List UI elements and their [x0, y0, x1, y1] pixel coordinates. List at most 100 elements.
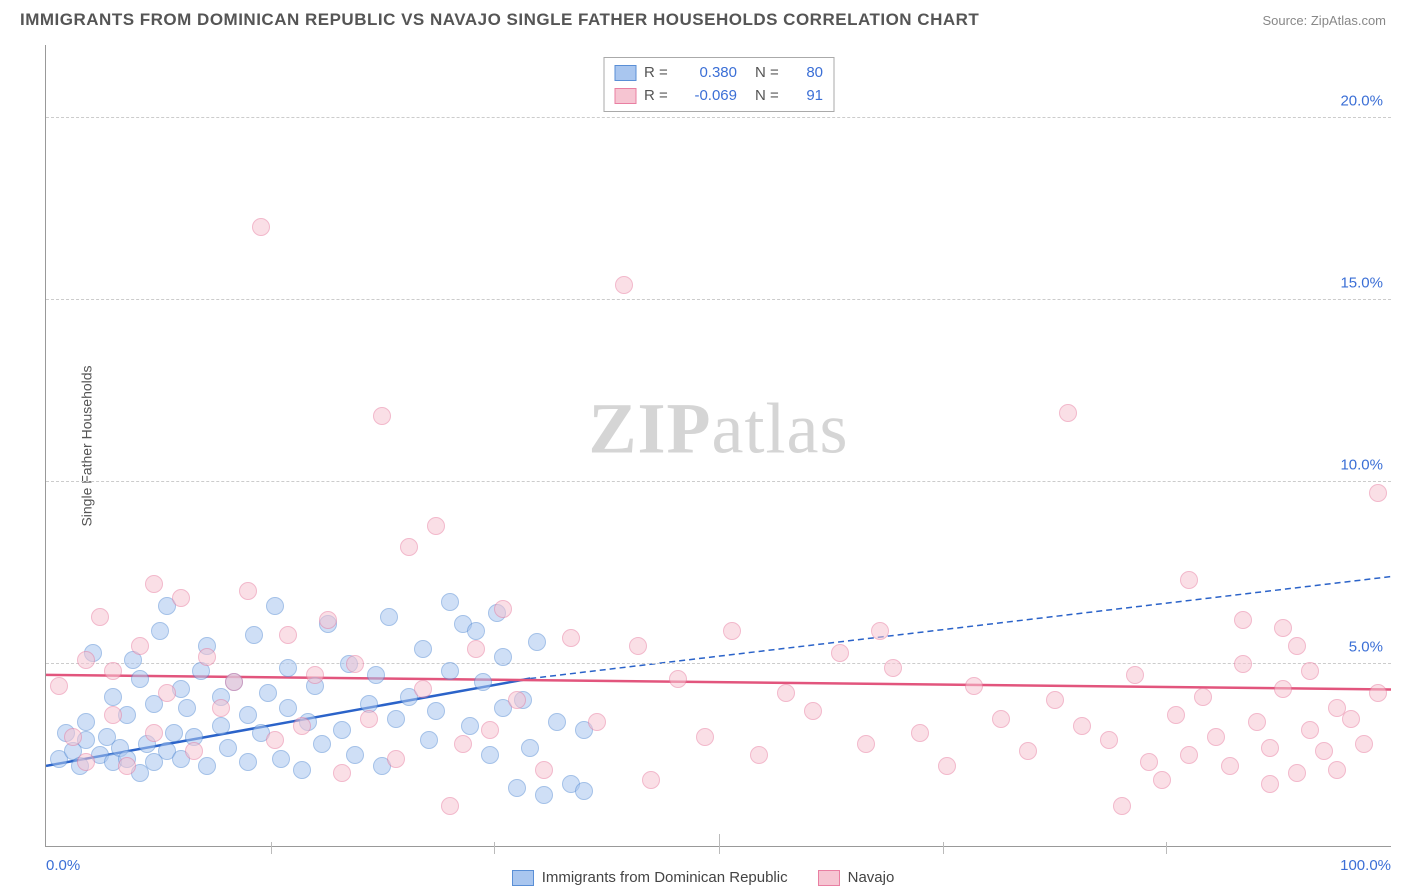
- data-point: [871, 622, 889, 640]
- data-point: [454, 735, 472, 753]
- data-point: [615, 276, 633, 294]
- data-point: [239, 753, 257, 771]
- data-point: [1261, 739, 1279, 757]
- data-point: [259, 684, 277, 702]
- data-point: [212, 717, 230, 735]
- data-point: [333, 721, 351, 739]
- chart-area: ZIPatlas R =0.380N =80R =-0.069N =91 5.0…: [45, 45, 1391, 847]
- data-point: [1369, 484, 1387, 502]
- data-point: [279, 699, 297, 717]
- x-tick-minor: [1166, 842, 1167, 854]
- data-point: [178, 699, 196, 717]
- data-point: [467, 640, 485, 658]
- data-point: [104, 688, 122, 706]
- data-point: [1274, 680, 1292, 698]
- data-point: [245, 626, 263, 644]
- data-point: [1073, 717, 1091, 735]
- data-point: [225, 673, 243, 691]
- data-point: [1046, 691, 1064, 709]
- data-point: [441, 797, 459, 815]
- data-point: [198, 648, 216, 666]
- data-point: [151, 622, 169, 640]
- stats-row: R =-0.069N =91: [614, 85, 823, 108]
- data-point: [165, 724, 183, 742]
- data-point: [77, 713, 95, 731]
- data-point: [367, 666, 385, 684]
- data-point: [629, 637, 647, 655]
- legend-label: Immigrants from Dominican Republic: [542, 869, 788, 886]
- y-tick-label: 5.0%: [1349, 638, 1383, 655]
- data-point: [1342, 710, 1360, 728]
- data-point: [508, 779, 526, 797]
- data-point: [319, 611, 337, 629]
- data-point: [1369, 684, 1387, 702]
- x-tick-major: [719, 834, 720, 854]
- data-point: [1248, 713, 1266, 731]
- data-point: [528, 633, 546, 651]
- data-point: [804, 702, 822, 720]
- data-point: [1221, 757, 1239, 775]
- data-point: [494, 600, 512, 618]
- data-point: [145, 724, 163, 742]
- data-point: [131, 670, 149, 688]
- data-point: [104, 706, 122, 724]
- data-point: [1301, 721, 1319, 739]
- data-point: [1153, 771, 1171, 789]
- data-point: [1100, 731, 1118, 749]
- data-point: [266, 597, 284, 615]
- data-point: [562, 629, 580, 647]
- data-point: [373, 407, 391, 425]
- data-point: [50, 677, 68, 695]
- data-point: [414, 680, 432, 698]
- gridline-h: [46, 481, 1391, 482]
- x-tick-minor: [271, 842, 272, 854]
- stat-label-r: R =: [644, 85, 674, 108]
- stat-label-r: R =: [644, 62, 674, 85]
- data-point: [172, 589, 190, 607]
- x-tick-minor: [494, 842, 495, 854]
- data-point: [1194, 688, 1212, 706]
- data-point: [185, 742, 203, 760]
- data-point: [441, 662, 459, 680]
- legend-item: Immigrants from Dominican Republic: [512, 869, 788, 886]
- data-point: [1140, 753, 1158, 771]
- data-point: [279, 626, 297, 644]
- chart-title: IMMIGRANTS FROM DOMINICAN REPUBLIC VS NA…: [20, 10, 979, 30]
- data-point: [360, 710, 378, 728]
- stat-value-n: 91: [793, 85, 823, 108]
- gridline-h: [46, 663, 1391, 664]
- data-point: [118, 757, 136, 775]
- y-tick-label: 10.0%: [1340, 456, 1383, 473]
- data-point: [64, 728, 82, 746]
- data-point: [938, 757, 956, 775]
- data-point: [219, 739, 237, 757]
- data-point: [387, 710, 405, 728]
- data-point: [911, 724, 929, 742]
- data-point: [494, 648, 512, 666]
- data-point: [467, 622, 485, 640]
- data-point: [1288, 637, 1306, 655]
- source-label: Source: ZipAtlas.com: [1262, 13, 1386, 28]
- data-point: [1315, 742, 1333, 760]
- data-point: [508, 691, 526, 709]
- data-point: [696, 728, 714, 746]
- x-tick-minor: [943, 842, 944, 854]
- legend-swatch: [512, 870, 534, 886]
- data-point: [400, 538, 418, 556]
- data-point: [346, 746, 364, 764]
- data-point: [669, 670, 687, 688]
- legend-swatch: [614, 65, 636, 81]
- data-point: [1328, 761, 1346, 779]
- data-point: [1261, 775, 1279, 793]
- data-point: [266, 731, 284, 749]
- plot-area: ZIPatlas R =0.380N =80R =-0.069N =91 5.0…: [45, 45, 1391, 847]
- data-point: [272, 750, 290, 768]
- data-point: [414, 640, 432, 658]
- data-point: [380, 608, 398, 626]
- y-tick-label: 15.0%: [1340, 274, 1383, 291]
- gridline-h: [46, 299, 1391, 300]
- data-point: [1059, 404, 1077, 422]
- stat-value-r: 0.380: [682, 62, 737, 85]
- data-point: [461, 717, 479, 735]
- legend-label: Navajo: [848, 869, 895, 886]
